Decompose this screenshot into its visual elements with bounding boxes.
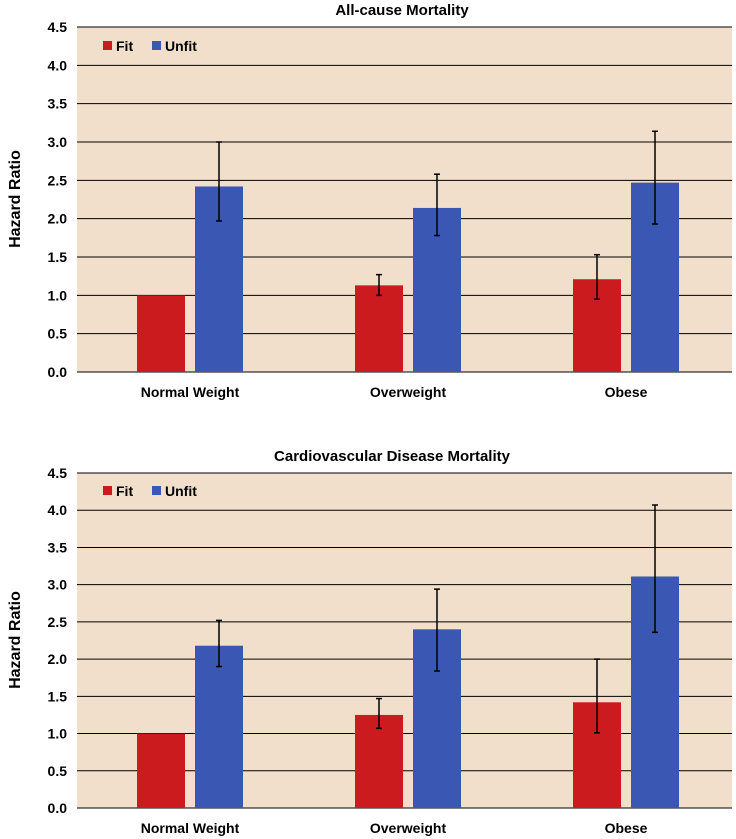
- y-tick-label: 2.0: [48, 651, 68, 667]
- bar-fit: [137, 733, 185, 808]
- legend-label-fit: Fit: [116, 483, 133, 499]
- legend: Fit Unfit: [103, 38, 197, 54]
- x-tick-label: Normal Weight: [141, 820, 240, 836]
- y-tick-label: 0.0: [48, 364, 68, 380]
- x-tick-label: Normal Weight: [141, 384, 240, 400]
- y-tick-label: 2.0: [48, 211, 68, 227]
- legend-swatch-fit: [103, 41, 112, 50]
- y-tick-label: 3.0: [48, 577, 68, 593]
- legend-label-unfit: Unfit: [165, 483, 197, 499]
- plot-area: [77, 27, 732, 372]
- chart-title: Cardiovascular Disease Mortality: [274, 448, 511, 465]
- bar-unfit: [195, 645, 243, 808]
- y-tick-label: 0.0: [48, 800, 68, 816]
- y-tick-label: 1.5: [48, 688, 68, 704]
- legend: Fit Unfit: [103, 483, 197, 499]
- cardiovascular-disease-mortality-chart: Cardiovascular Disease Mortality Hazard …: [7, 448, 732, 836]
- y-tick-label: 0.5: [48, 763, 68, 779]
- y-tick-label: 3.5: [48, 539, 68, 555]
- chart-title: All-cause Mortality: [335, 2, 469, 19]
- y-tick-label: 2.5: [48, 614, 68, 630]
- y-tick-label: 3.0: [48, 134, 68, 150]
- y-tick-label: 4.0: [48, 57, 68, 73]
- y-tick-label: 1.0: [48, 287, 68, 303]
- y-tick-label: 4.0: [48, 502, 68, 518]
- y-tick-label: 4.5: [48, 465, 68, 481]
- y-tick-label: 1.0: [48, 726, 68, 742]
- y-axis-label: Hazard Ratio: [7, 591, 24, 689]
- legend-label-fit: Fit: [116, 38, 133, 54]
- all-cause-mortality-chart: All-cause Mortality Hazard Ratio 0.0 0.5 1…: [7, 2, 732, 400]
- legend-swatch-unfit: [152, 41, 161, 50]
- y-axis-label: Hazard Ratio: [7, 150, 24, 248]
- bar-fit: [355, 714, 403, 808]
- y-tick-label: 3.5: [48, 96, 68, 112]
- x-tick-label: Overweight: [370, 820, 447, 836]
- y-tick-label: 1.5: [48, 249, 68, 265]
- y-tick-label: 0.5: [48, 326, 68, 342]
- bar-fit: [137, 295, 185, 372]
- legend-swatch-unfit: [152, 486, 161, 495]
- bar-fit: [355, 285, 403, 372]
- x-tick-label: Obese: [605, 384, 648, 400]
- legend-swatch-fit: [103, 486, 112, 495]
- x-tick-label: Overweight: [370, 384, 447, 400]
- legend-label-unfit: Unfit: [165, 38, 197, 54]
- x-tick-label: Obese: [605, 820, 648, 836]
- y-tick-label: 4.5: [48, 19, 68, 35]
- y-tick-label: 2.5: [48, 172, 68, 188]
- plot-area: [77, 473, 732, 808]
